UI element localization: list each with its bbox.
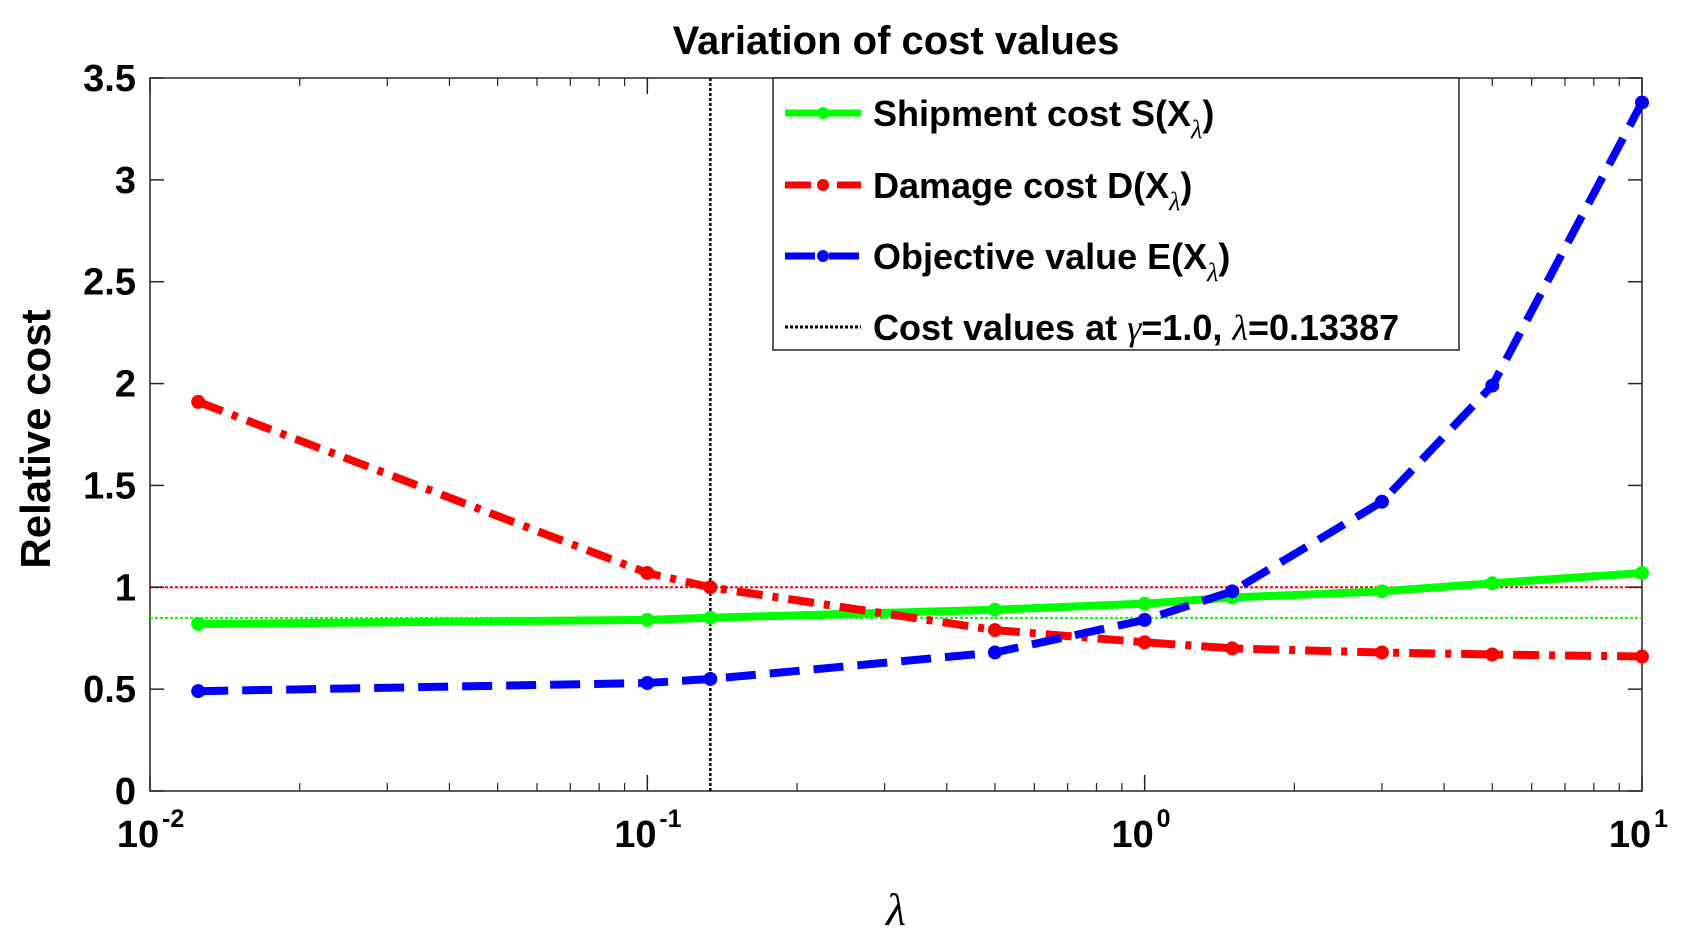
data-point (703, 610, 718, 625)
data-point (1374, 494, 1389, 509)
y-tick-label: 0.5 (83, 669, 136, 711)
y-axis-label: Relative cost (12, 309, 59, 568)
data-point (1485, 378, 1500, 393)
data-point (987, 623, 1002, 638)
data-point (640, 566, 655, 581)
y-tick-label: 3.5 (83, 58, 136, 100)
legend-marker (817, 107, 829, 119)
data-point (1137, 596, 1152, 611)
data-point (1374, 645, 1389, 660)
legend-marker (817, 179, 829, 191)
x-tick-exponent: -2 (162, 805, 184, 833)
legend-label-2: Damage cost D(Xλ) (873, 165, 1192, 216)
data-point (1137, 635, 1152, 650)
data-point (1635, 566, 1649, 581)
x-tick-label: 10 (614, 814, 656, 856)
legend-label-4: Cost values at γ=1.0, λ=0.13387 (873, 307, 1399, 348)
y-tick-label: 2.5 (83, 262, 136, 304)
y-tick-label: 1.5 (83, 465, 136, 507)
data-point (987, 602, 1002, 617)
data-point (1485, 576, 1500, 591)
data-point (1225, 641, 1240, 656)
data-point (1485, 647, 1500, 662)
y-tick-label: 0 (115, 771, 136, 813)
x-tick-exponent: 1 (1654, 805, 1668, 833)
legend-label-3: Objective value E(Xλ) (873, 236, 1230, 287)
data-point (1137, 612, 1152, 627)
y-tick-label: 3 (115, 160, 136, 202)
x-tick-exponent: -1 (659, 805, 681, 833)
legend-marker (817, 250, 829, 262)
x-tick-exponent: 0 (1157, 805, 1171, 833)
x-tick-label: 10 (1112, 814, 1154, 856)
data-point (191, 616, 206, 631)
x-axis-label: λ (884, 884, 906, 932)
data-point (703, 580, 718, 595)
data-point (1635, 95, 1649, 110)
data-point (703, 671, 718, 686)
y-tick-label: 1 (115, 567, 136, 609)
data-point (987, 645, 1002, 660)
data-point (191, 394, 206, 409)
chart-title: Variation of cost values (673, 19, 1120, 63)
legend-box (772, 77, 1460, 351)
data-point (1374, 584, 1389, 599)
x-tick-label: 10 (1609, 814, 1651, 856)
data-point (640, 612, 655, 627)
data-point (640, 676, 655, 691)
y-tick-label: 2 (115, 364, 136, 406)
legend-label-1: Shipment cost S(Xλ) (873, 93, 1214, 144)
data-point (1225, 584, 1240, 599)
data-point (1635, 649, 1649, 664)
data-point (191, 684, 206, 699)
x-tick-label: 10 (117, 814, 159, 856)
